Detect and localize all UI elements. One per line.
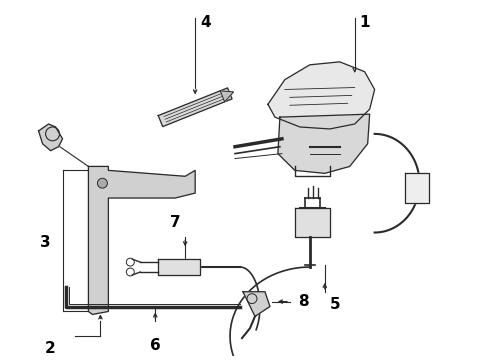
- Polygon shape: [39, 124, 63, 150]
- Text: 6: 6: [150, 338, 161, 353]
- Polygon shape: [405, 174, 429, 203]
- Text: 5: 5: [330, 297, 341, 312]
- Polygon shape: [89, 166, 195, 314]
- Text: 7: 7: [170, 215, 180, 230]
- Text: 8: 8: [298, 294, 309, 309]
- Text: 1: 1: [360, 14, 370, 30]
- Polygon shape: [278, 114, 369, 174]
- Circle shape: [98, 178, 107, 188]
- Text: 4: 4: [200, 14, 211, 30]
- Text: 2: 2: [45, 341, 56, 356]
- Polygon shape: [158, 259, 200, 275]
- Polygon shape: [243, 292, 270, 316]
- Polygon shape: [268, 62, 375, 129]
- Polygon shape: [220, 91, 234, 102]
- Polygon shape: [295, 208, 330, 238]
- Polygon shape: [158, 88, 232, 127]
- Text: 3: 3: [40, 235, 51, 250]
